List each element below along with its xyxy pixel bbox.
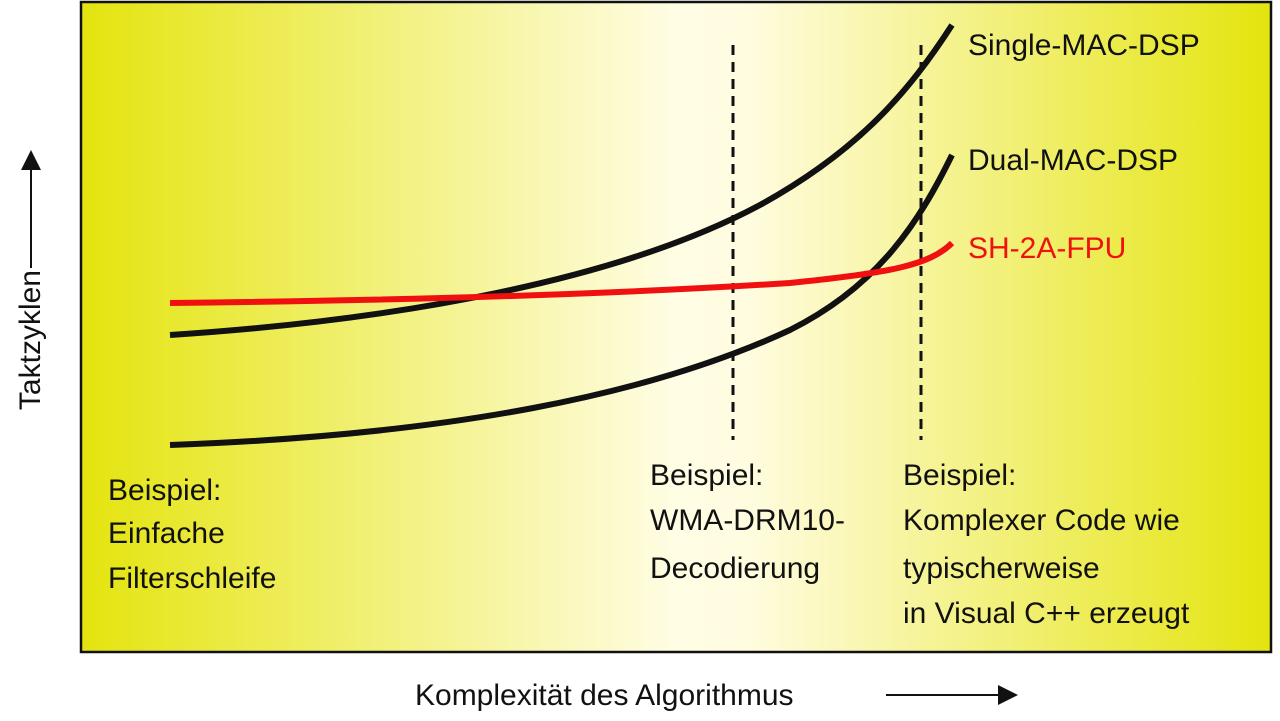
x-axis-label: Komplexität des Algorithmus [415,679,794,712]
example-text: typischerweise [903,552,1100,585]
example-text: Filterschleife [108,562,276,595]
y-axis-label: Taktzyklen [14,270,47,410]
curve-label: SH-2A-FPU [968,232,1126,265]
curve-dual-mac [169,153,955,448]
curve-label: Single-MAC-DSP [968,29,1200,62]
example-text: Decodierung [650,552,820,585]
curve-single-mac [169,23,955,338]
example-text: Einfache [108,517,225,550]
example-text: Beispiel: [903,459,1016,492]
curve-label: Dual-MAC-DSP [968,144,1178,177]
example-text: Beispiel: [650,459,763,492]
curve-sh2a [169,240,955,306]
example-text: Beispiel: [108,474,221,507]
example-text: in Visual C++ erzeugt [903,597,1190,630]
example-text: Komplexer Code wie [903,504,1180,537]
example-text: WMA-DRM10- [650,504,845,537]
